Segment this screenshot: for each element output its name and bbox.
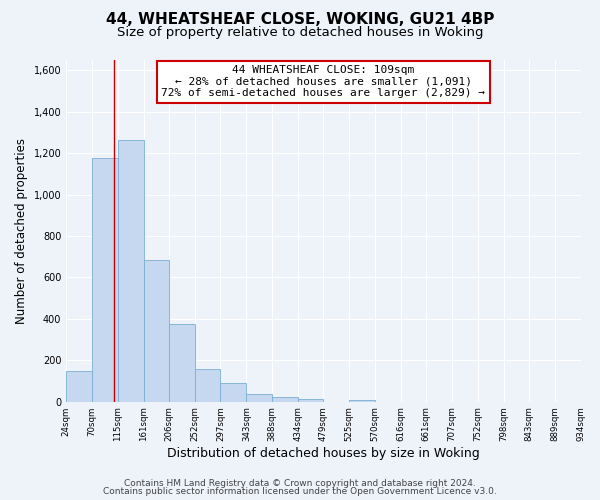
Y-axis label: Number of detached properties: Number of detached properties <box>15 138 28 324</box>
Bar <box>66 370 92 402</box>
Text: Contains HM Land Registry data © Crown copyright and database right 2024.: Contains HM Land Registry data © Crown c… <box>124 478 476 488</box>
Bar <box>298 398 323 402</box>
X-axis label: Distribution of detached houses by size in Woking: Distribution of detached houses by size … <box>167 447 480 460</box>
Bar <box>272 396 298 402</box>
Bar <box>195 368 220 402</box>
Text: 44, WHEATSHEAF CLOSE, WOKING, GU21 4BP: 44, WHEATSHEAF CLOSE, WOKING, GU21 4BP <box>106 12 494 28</box>
Bar <box>349 400 375 402</box>
Bar <box>143 260 169 402</box>
Bar <box>247 394 272 402</box>
Text: Size of property relative to detached houses in Woking: Size of property relative to detached ho… <box>117 26 483 39</box>
Bar <box>118 140 143 402</box>
Bar <box>92 158 118 402</box>
Text: Contains public sector information licensed under the Open Government Licence v3: Contains public sector information licen… <box>103 487 497 496</box>
Bar <box>169 324 195 402</box>
Bar <box>220 383 247 402</box>
Text: 44 WHEATSHEAF CLOSE: 109sqm
← 28% of detached houses are smaller (1,091)
72% of : 44 WHEATSHEAF CLOSE: 109sqm ← 28% of det… <box>161 65 485 98</box>
